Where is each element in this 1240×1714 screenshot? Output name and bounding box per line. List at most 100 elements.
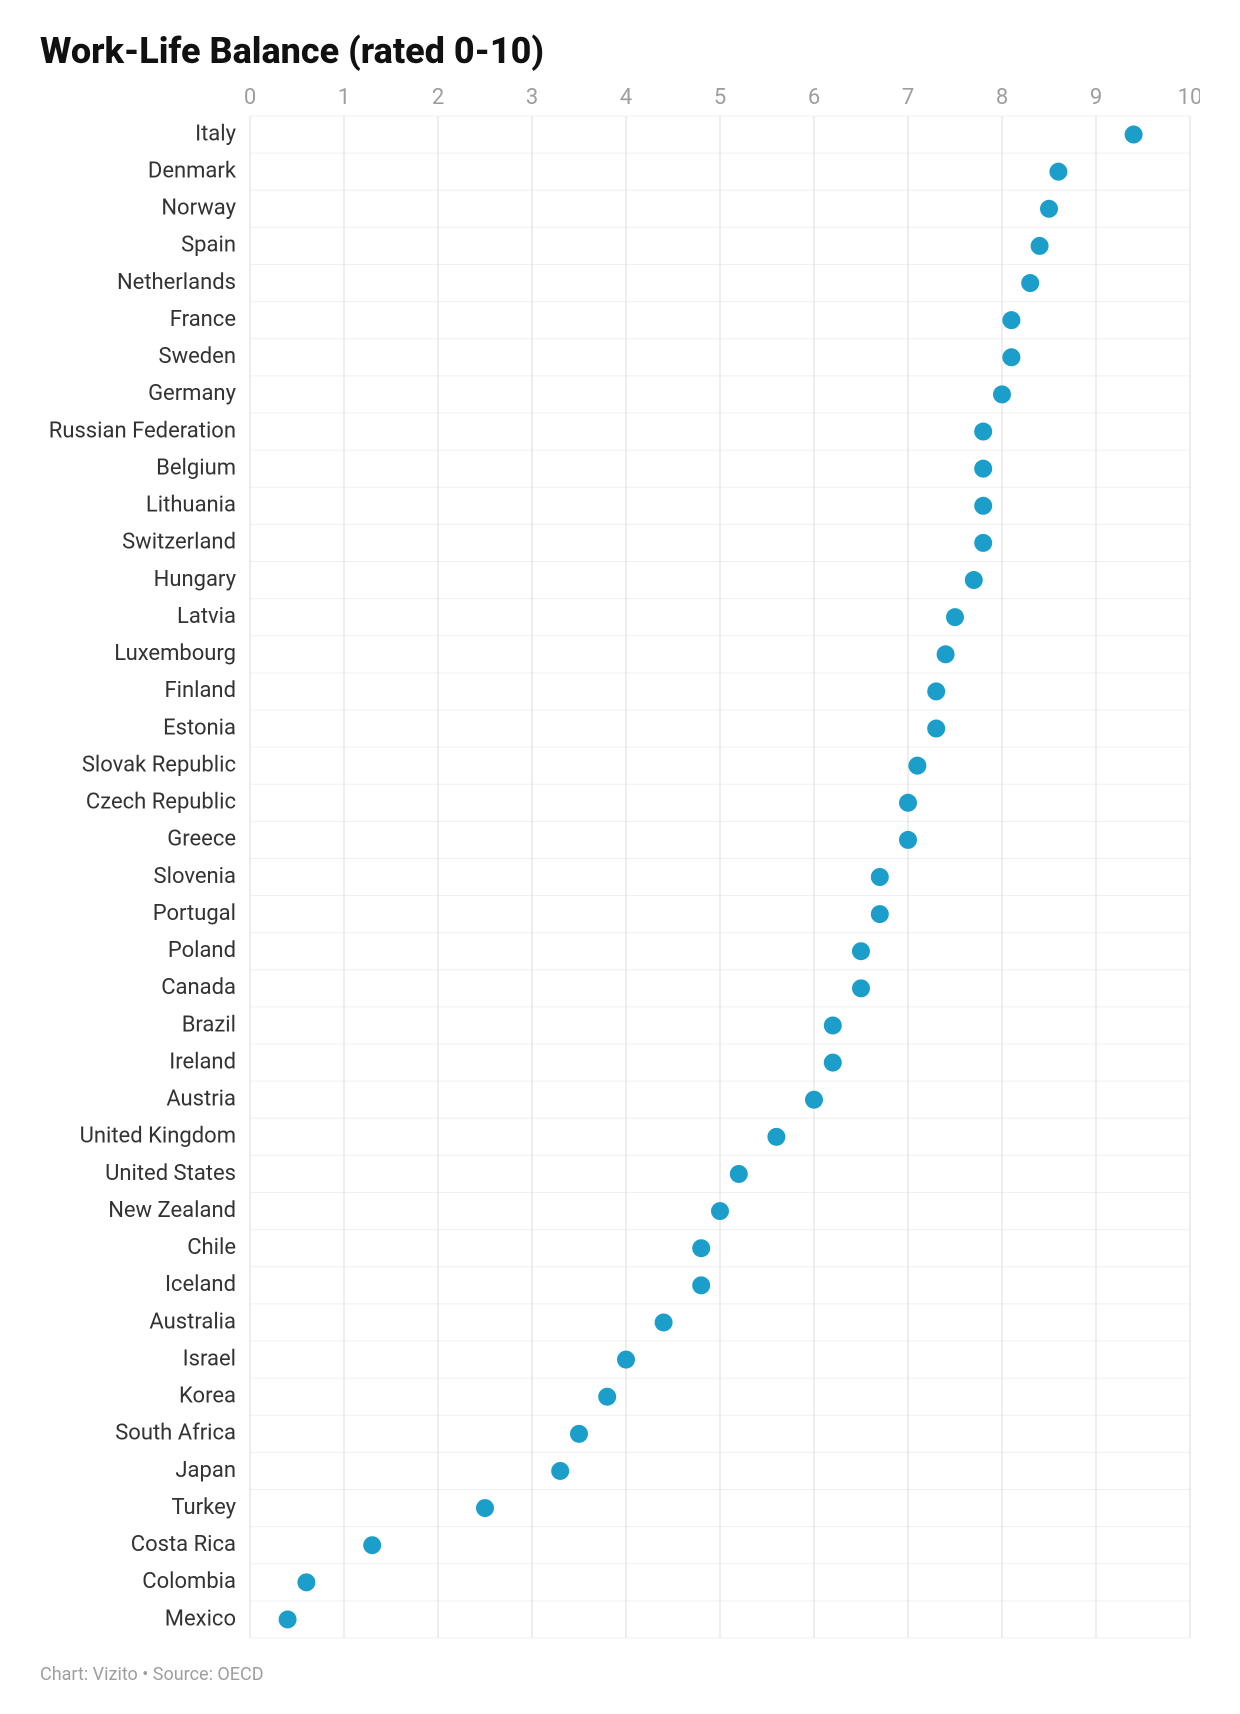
data-dot <box>946 608 964 626</box>
data-dot <box>899 831 917 849</box>
vertical-gridlines <box>250 116 1190 1638</box>
country-label: Canada <box>161 975 236 1000</box>
country-label: Iceland <box>165 1272 236 1297</box>
country-label: Colombia <box>142 1569 236 1594</box>
country-label: United Kingdom <box>80 1124 236 1149</box>
country-label: Sweden <box>159 344 236 369</box>
country-label: Norway <box>161 196 236 221</box>
data-dot <box>363 1536 381 1554</box>
country-label: Lithuania <box>146 493 236 518</box>
x-tick-label: 2 <box>432 85 444 110</box>
country-label: Mexico <box>165 1606 236 1631</box>
data-dot <box>1040 200 1058 218</box>
x-tick-label: 4 <box>620 85 632 110</box>
data-dot <box>908 757 926 775</box>
data-dot <box>767 1128 785 1146</box>
country-label: Luxembourg <box>114 641 236 666</box>
country-label: Finland <box>164 678 236 703</box>
country-label: France <box>170 307 236 332</box>
country-label: Czech Republic <box>86 790 236 815</box>
chart-container: Work-Life Balance (rated 0-10) 0 1 2 3 4 5 6 7 8… <box>0 0 1240 1714</box>
x-tick-label: 10 <box>1178 85 1200 110</box>
country-label: Spain <box>181 233 236 258</box>
country-label: Slovenia <box>154 864 236 889</box>
data-dot <box>279 1610 297 1628</box>
plot-area: 0 1 2 3 4 5 6 7 8 9 10 Italy Denmark Norway Spain Nethe… <box>40 80 1200 1650</box>
x-tick-label: 8 <box>996 85 1008 110</box>
country-label: Poland <box>168 938 236 963</box>
data-dot <box>824 1016 842 1034</box>
x-tick-label: 1 <box>338 85 350 110</box>
x-tick-label: 7 <box>902 85 914 110</box>
country-label: Estonia <box>163 715 236 740</box>
country-label: Austria <box>166 1087 236 1112</box>
country-label: New Zealand <box>108 1198 236 1223</box>
data-dot <box>655 1313 673 1331</box>
x-tick-label: 5 <box>714 85 726 110</box>
country-label: Denmark <box>148 158 237 183</box>
data-dot <box>974 460 992 478</box>
x-tick-label: 6 <box>808 85 820 110</box>
country-label: Costa Rica <box>131 1532 236 1557</box>
country-label: Ireland <box>169 1049 236 1074</box>
country-label: Japan <box>175 1458 236 1483</box>
data-dot <box>476 1499 494 1517</box>
country-label: Latvia <box>177 604 236 629</box>
data-dot <box>570 1425 588 1443</box>
country-label: Israel <box>183 1346 236 1371</box>
chart-title: Work-Life Balance (rated 0-10) <box>40 30 1200 72</box>
country-label: Turkey <box>171 1495 236 1520</box>
country-label: South Africa <box>115 1421 236 1446</box>
data-dot <box>852 942 870 960</box>
data-dot <box>1002 311 1020 329</box>
country-label: Greece <box>167 827 236 852</box>
data-dot <box>692 1276 710 1294</box>
country-label: Russian Federation <box>49 418 236 443</box>
data-dot <box>899 794 917 812</box>
data-dot <box>617 1351 635 1369</box>
data-dot <box>871 868 889 886</box>
country-label: Slovak Republic <box>82 752 236 777</box>
x-tick-label: 9 <box>1090 85 1102 110</box>
chart-footer: Chart: Vizito • Source: OECD <box>40 1664 1200 1685</box>
country-label: Belgium <box>156 455 236 480</box>
country-label: Chile <box>187 1235 236 1260</box>
country-label: Switzerland <box>122 530 236 555</box>
country-label: United States <box>105 1161 236 1186</box>
data-dot <box>297 1573 315 1591</box>
data-dot <box>730 1165 748 1183</box>
data-dot <box>805 1091 823 1109</box>
data-dot <box>974 423 992 441</box>
data-dot <box>692 1239 710 1257</box>
country-label: Netherlands <box>117 270 236 295</box>
country-label: Brazil <box>182 1012 236 1037</box>
data-dot <box>927 682 945 700</box>
data-dot <box>551 1462 569 1480</box>
country-label: Italy <box>195 121 236 146</box>
country-label: Portugal <box>153 901 236 926</box>
country-label: Hungary <box>154 567 237 592</box>
y-axis-labels: Italy Denmark Norway Spain Netherlands France… <box>49 121 237 1631</box>
data-dot <box>974 534 992 552</box>
data-dot <box>937 645 955 663</box>
data-dot <box>1031 237 1049 255</box>
data-dot <box>1125 126 1143 144</box>
data-dot <box>1049 163 1067 181</box>
data-dot <box>711 1202 729 1220</box>
data-dot <box>824 1054 842 1072</box>
country-label: Korea <box>179 1384 236 1409</box>
country-label: Germany <box>148 381 237 406</box>
x-tick-label: 0 <box>244 85 256 110</box>
data-dots <box>279 126 1143 1629</box>
data-dot <box>852 979 870 997</box>
data-dot <box>974 497 992 515</box>
data-dot <box>871 905 889 923</box>
x-tick-label: 3 <box>526 85 538 110</box>
data-dot <box>965 571 983 589</box>
data-dot <box>993 385 1011 403</box>
dot-plot-svg: 0 1 2 3 4 5 6 7 8 9 10 Italy Denmark Norway Spain Nethe… <box>40 80 1200 1650</box>
data-dot <box>598 1388 616 1406</box>
data-dot <box>1002 348 1020 366</box>
data-dot <box>927 720 945 738</box>
x-axis-labels: 0 1 2 3 4 5 6 7 8 9 10 <box>244 85 1200 110</box>
